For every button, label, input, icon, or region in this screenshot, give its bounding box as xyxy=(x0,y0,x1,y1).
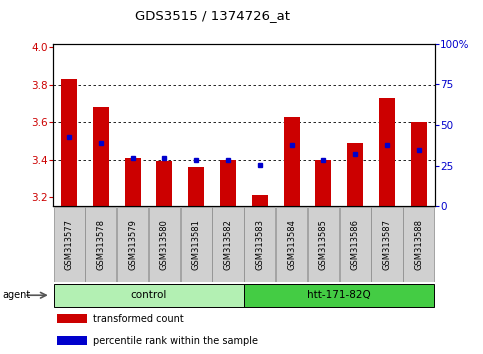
Bar xyxy=(411,122,427,206)
Bar xyxy=(213,207,243,282)
Bar xyxy=(54,284,243,307)
Bar xyxy=(54,207,85,282)
Text: GSM313579: GSM313579 xyxy=(128,219,137,270)
Text: GSM313577: GSM313577 xyxy=(65,219,73,270)
Text: percentile rank within the sample: percentile rank within the sample xyxy=(93,336,258,346)
Bar xyxy=(244,207,275,282)
Bar xyxy=(181,207,212,282)
Bar xyxy=(340,207,371,282)
Text: GSM313582: GSM313582 xyxy=(224,219,232,270)
Bar xyxy=(252,195,268,206)
Bar xyxy=(188,167,204,206)
Text: control: control xyxy=(130,290,167,300)
Text: GSM313584: GSM313584 xyxy=(287,219,296,270)
Bar xyxy=(57,314,87,323)
Text: GSM313587: GSM313587 xyxy=(383,219,392,270)
Bar xyxy=(379,98,395,206)
Bar xyxy=(117,207,148,282)
Text: GSM313580: GSM313580 xyxy=(160,219,169,270)
Bar xyxy=(244,284,434,307)
Bar xyxy=(125,158,141,206)
Text: GSM313581: GSM313581 xyxy=(192,219,201,270)
Text: transformed count: transformed count xyxy=(93,314,184,324)
Bar xyxy=(57,336,87,346)
Bar xyxy=(284,116,299,206)
Text: GSM313588: GSM313588 xyxy=(414,219,423,270)
Bar xyxy=(93,107,109,206)
Bar xyxy=(276,207,307,282)
Bar xyxy=(85,207,116,282)
Bar xyxy=(220,160,236,206)
Text: agent: agent xyxy=(2,290,30,300)
Bar xyxy=(403,207,434,282)
Text: GDS3515 / 1374726_at: GDS3515 / 1374726_at xyxy=(135,9,290,22)
Bar xyxy=(347,143,363,206)
Bar xyxy=(149,207,180,282)
Text: GSM313578: GSM313578 xyxy=(96,219,105,270)
Bar xyxy=(156,161,172,206)
Bar xyxy=(61,79,77,206)
Text: htt-171-82Q: htt-171-82Q xyxy=(308,290,371,300)
Text: GSM313585: GSM313585 xyxy=(319,219,328,270)
Bar xyxy=(315,160,331,206)
Text: GSM313586: GSM313586 xyxy=(351,219,360,270)
Bar xyxy=(371,207,402,282)
Bar xyxy=(308,207,339,282)
Text: GSM313583: GSM313583 xyxy=(256,219,264,270)
